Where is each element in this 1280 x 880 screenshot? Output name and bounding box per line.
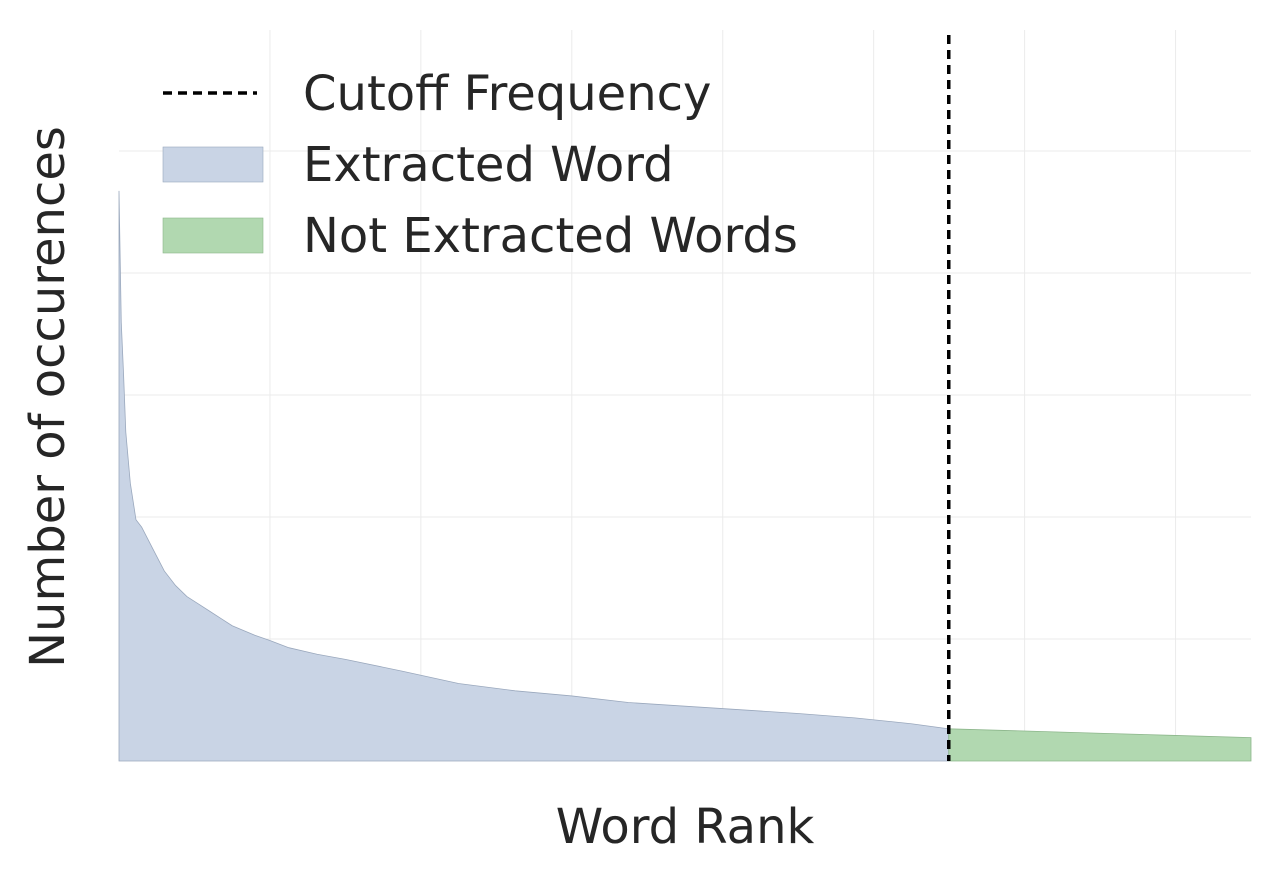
- x-axis-label: Word Rank: [556, 799, 815, 855]
- area-series: [118, 190, 1252, 762]
- legend-cutoff-label: Cutoff Frequency: [303, 66, 711, 122]
- legend-extracted-swatch: [162, 146, 264, 183]
- extracted-word-area: [118, 190, 950, 762]
- not-extracted-words-area: [948, 728, 1252, 762]
- grid-lines: [119, 30, 1251, 761]
- y-axis-label: Number of occurences: [20, 126, 76, 668]
- legend: Cutoff Frequency Extracted Word Not Extr…: [162, 66, 798, 264]
- legend-not-extracted-label: Not Extracted Words: [303, 208, 798, 264]
- legend-extracted-label: Extracted Word: [303, 137, 674, 193]
- legend-not-extracted-swatch: [162, 217, 264, 254]
